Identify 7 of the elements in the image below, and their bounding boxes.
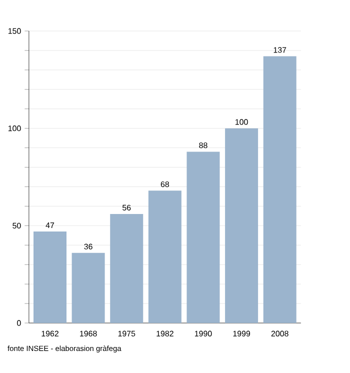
bar xyxy=(110,214,144,323)
bar xyxy=(148,190,182,323)
bar xyxy=(186,152,220,323)
bar xyxy=(263,56,296,323)
bar xyxy=(72,252,105,323)
bar xyxy=(34,232,66,323)
bar xyxy=(225,128,258,323)
